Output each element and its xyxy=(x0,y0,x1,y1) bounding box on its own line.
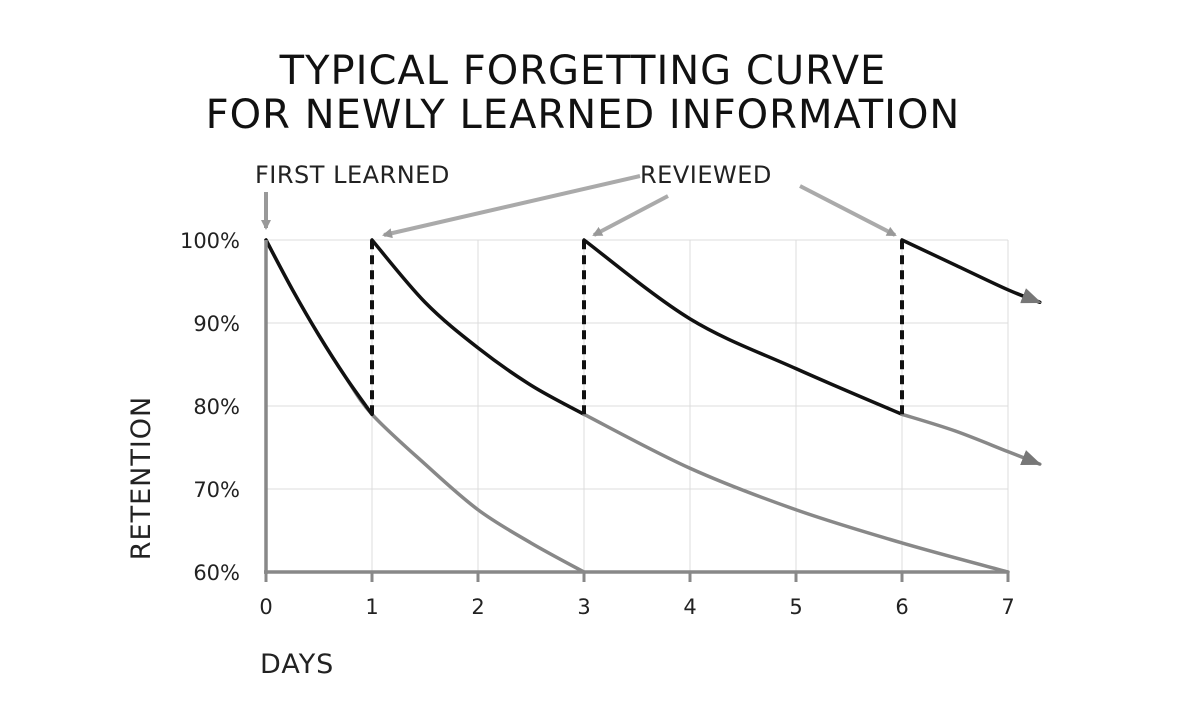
y-tick-label-100%: 100% xyxy=(180,229,240,253)
decay-curve-3 xyxy=(582,412,1010,574)
x-tick-label-4: 4 xyxy=(683,595,696,619)
x-axis-title: DAYS xyxy=(260,649,334,680)
y-tick-label-90%: 90% xyxy=(193,312,240,336)
x-tick-label-3: 3 xyxy=(577,595,590,619)
first-learned-label: FIRST LEARNED xyxy=(255,161,450,189)
x-tick-label-5: 5 xyxy=(789,595,802,619)
reviewed-label: REVIEWED xyxy=(640,161,772,189)
reviewed-arrow-day-6 xyxy=(799,184,897,237)
review-curve-6 xyxy=(900,238,1042,304)
y-axis-title: RETENTION xyxy=(126,396,157,560)
x-tick-label-6: 6 xyxy=(895,595,908,619)
x-tick-label-0: 0 xyxy=(259,595,272,619)
grid-lines xyxy=(265,239,1009,573)
chart-title-line-1: TYPICAL FORGETTING CURVE xyxy=(279,48,887,94)
chart-title-line-2: FOR NEWLY LEARNED INFORMATION xyxy=(206,92,961,138)
review-curve-4 xyxy=(582,238,904,417)
y-tick-label-80%: 80% xyxy=(193,395,240,419)
review-curve-1 xyxy=(264,238,374,417)
y-tick-label-60%: 60% xyxy=(193,561,240,585)
axes xyxy=(264,240,1010,582)
x-tick-label-2: 2 xyxy=(471,595,484,619)
x-tick-label-7: 7 xyxy=(1001,595,1014,619)
review-curve-2 xyxy=(370,238,586,417)
x-tick-label-1: 1 xyxy=(365,595,378,619)
curve-series xyxy=(264,238,1042,574)
reviewed-arrow-day-3 xyxy=(592,194,669,237)
y-tick-label-70%: 70% xyxy=(193,478,240,502)
decay-curve-5 xyxy=(900,412,1042,466)
reviewed-arrow-day-1 xyxy=(382,174,641,239)
tick-labels: 0 1 2 3 4 5 6 7 60% 70% 80% 90% 100% xyxy=(180,229,1015,619)
